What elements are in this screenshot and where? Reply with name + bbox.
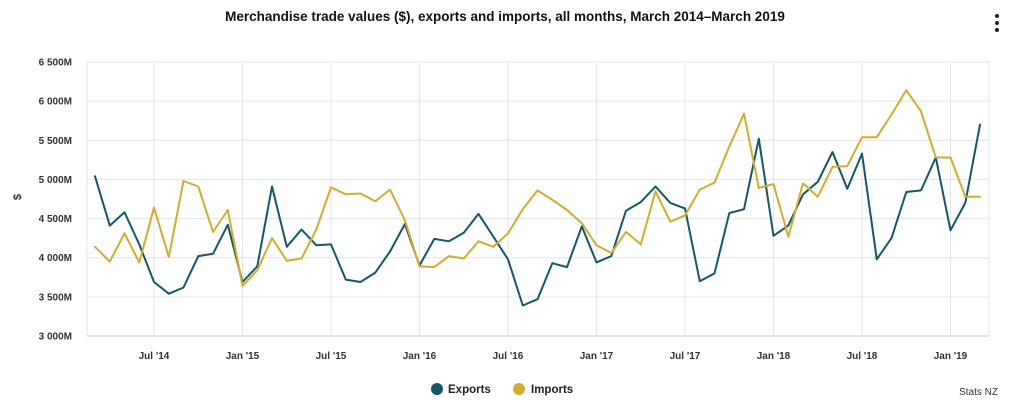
y-tick-label: 6 500M <box>39 58 72 69</box>
x-tick-label: Jan '17 <box>580 351 614 362</box>
menu-dot-icon <box>995 28 999 32</box>
legend-marker-exports <box>431 383 443 395</box>
chart-menu-button[interactable] <box>988 12 1006 34</box>
x-tick-label: Jul '14 <box>139 351 170 362</box>
x-tick-label: Jul '17 <box>670 351 701 362</box>
y-tick-label: 5 000M <box>39 175 72 186</box>
menu-dot-icon <box>995 21 999 25</box>
x-axis: Jul '14 Jan '15 Jul '15 Jan '16 Jul '16 Jan '… <box>87 335 989 362</box>
credits-text[interactable]: Stats NZ <box>959 387 998 398</box>
menu-dot-icon <box>995 14 999 18</box>
chart-title: Merchandise trade values ($), exports an… <box>225 9 785 24</box>
x-tick-label: Jan '18 <box>757 351 791 362</box>
x-tick-label: Jan '16 <box>403 351 437 362</box>
series-line-imports[interactable] <box>94 89 981 287</box>
x-tick-label: Jan '19 <box>934 351 968 362</box>
x-tick-label: Jan '15 <box>226 351 260 362</box>
series-line-exports[interactable] <box>94 123 981 307</box>
legend-label-exports: Exports <box>448 384 491 396</box>
x-tick-label: Jul '16 <box>493 351 524 362</box>
y-axis-title: $ <box>12 194 24 200</box>
gridlines <box>86 61 990 337</box>
x-tick-label: Jul '18 <box>847 351 878 362</box>
y-axis: 3 000M 3 500M 4 000M 4 500M 5 000M 5 500M 6 00… <box>39 58 72 343</box>
y-tick-label: 4 000M <box>39 253 72 264</box>
y-tick-label: 4 500M <box>39 214 72 225</box>
x-tick-label: Jul '15 <box>316 351 347 362</box>
legend-item-exports[interactable]: Exports <box>431 383 491 396</box>
legend-item-imports[interactable]: Imports <box>513 383 573 396</box>
y-tick-label: 5 500M <box>39 136 72 147</box>
y-tick-label: 6 000M <box>39 97 72 108</box>
plot-series[interactable] <box>94 89 981 307</box>
y-tick-label: 3 000M <box>39 332 72 343</box>
legend: Exports Imports <box>431 383 573 396</box>
y-tick-label: 3 500M <box>39 292 72 303</box>
legend-label-imports: Imports <box>531 384 573 396</box>
legend-marker-imports <box>513 383 525 395</box>
